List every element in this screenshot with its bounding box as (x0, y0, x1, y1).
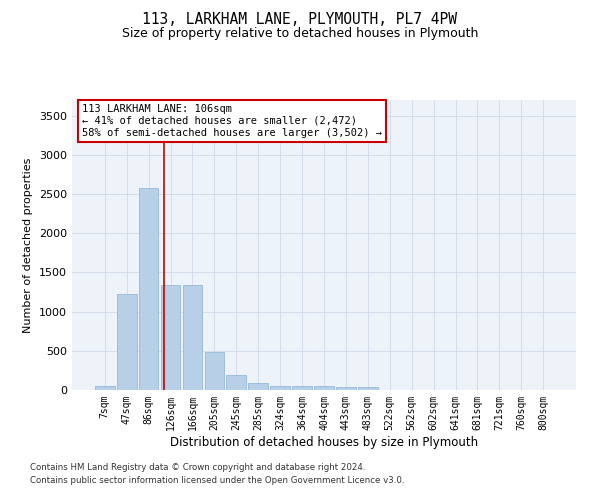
Bar (226, 374, 246, 390)
Bar (95, 386, 115, 390)
Bar (205, 352, 224, 390)
Bar (161, 285, 181, 390)
Bar (117, 294, 137, 390)
Bar (270, 386, 290, 390)
Y-axis label: Number of detached properties: Number of detached properties (23, 158, 34, 332)
Bar (314, 386, 334, 390)
Text: Contains HM Land Registry data © Crown copyright and database right 2024.: Contains HM Land Registry data © Crown c… (30, 464, 365, 472)
Text: 113, LARKHAM LANE, PLYMOUTH, PL7 4PW: 113, LARKHAM LANE, PLYMOUTH, PL7 4PW (143, 12, 458, 28)
Bar (292, 386, 312, 390)
Bar (182, 285, 202, 390)
Text: Distribution of detached houses by size in Plymouth: Distribution of detached houses by size … (170, 436, 478, 449)
Bar (248, 382, 268, 390)
Text: 113 LARKHAM LANE: 106sqm
← 41% of detached houses are smaller (2,472)
58% of sem: 113 LARKHAM LANE: 106sqm ← 41% of detach… (82, 104, 382, 138)
Bar (139, 188, 158, 390)
Bar (336, 387, 356, 390)
Text: Contains public sector information licensed under the Open Government Licence v3: Contains public sector information licen… (30, 476, 404, 485)
Text: Size of property relative to detached houses in Plymouth: Size of property relative to detached ho… (122, 28, 478, 40)
Bar (358, 387, 378, 390)
